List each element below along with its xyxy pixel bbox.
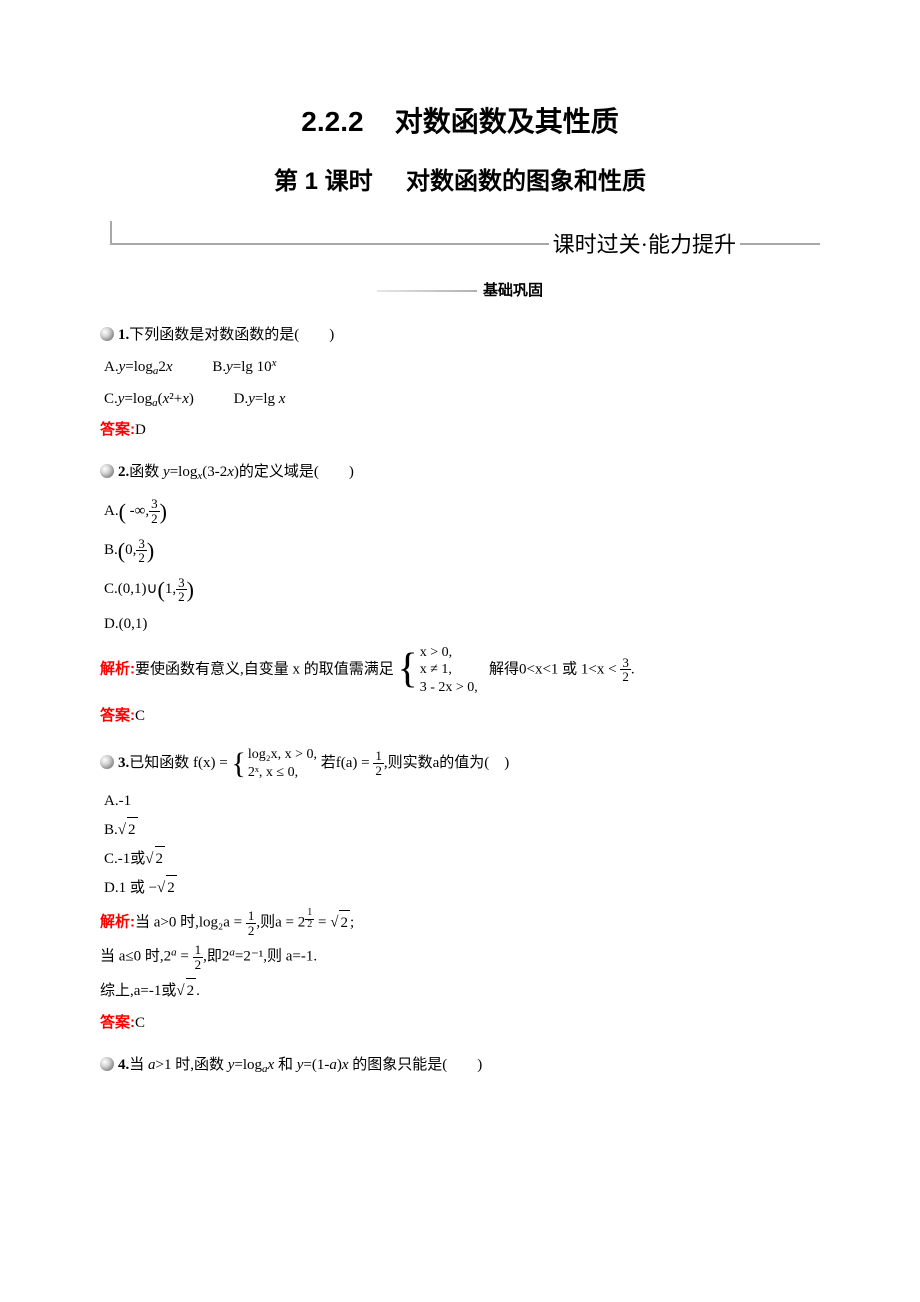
q4-stem: 4.当 a>1 时,函数 y=logax 和 y=(1-a)x 的图象只能是( …: [100, 1053, 820, 1079]
q1-option-a: A.y=loga2x: [104, 355, 173, 381]
q3-answer: 答案:C: [100, 1011, 820, 1035]
banner-corner: [110, 221, 112, 245]
q2-answer: 答案:C: [100, 704, 820, 728]
q1-options-row2: C.y=loga(x²+x) D.y=lg x: [104, 387, 820, 413]
bullet-icon: [100, 464, 114, 478]
bullet-icon: [100, 755, 114, 769]
q1-answer: 答案:D: [100, 418, 820, 442]
q3-number: 3.: [118, 755, 129, 771]
bullet-icon: [100, 1057, 114, 1071]
q2-number: 2.: [118, 464, 129, 480]
q3-option-d: D.1 或 −√2: [104, 875, 820, 900]
banner: 课时过关·能力提升: [100, 219, 820, 269]
q2-option-c: C.(0,1)∪(1,32): [104, 572, 820, 607]
subsection-header: 基础巩固: [100, 279, 820, 303]
bullet-icon: [100, 327, 114, 341]
question-4: 4.当 a>1 时,函数 y=logax 和 y=(1-a)x 的图象只能是( …: [100, 1053, 820, 1079]
q3-analysis-line1: 解析:当 a>0 时,log₂a = 12,则a = 212 = √2;: [100, 908, 820, 937]
section-number: 2.2.2: [301, 106, 363, 137]
q1-option-d: D.y=lg x: [234, 387, 286, 411]
question-3: 3.已知函数 f(x) = { log₂x, x > 0, 2ˣ, x ≤ 0,…: [100, 746, 820, 1035]
banner-text: 课时过关·能力提升: [549, 227, 740, 262]
q3-analysis: 解析:当 a>0 时,log₂a = 12,则a = 212 = √2; 当 a…: [100, 908, 820, 1003]
q3-option-a: A.-1: [104, 789, 820, 813]
q2-system: { x > 0, x ≠ 1, 3 - 2x > 0,: [398, 644, 478, 697]
analysis-label: 解析:: [100, 914, 135, 931]
q3-option-b: B.√2: [104, 817, 820, 842]
answer-label: 答案:: [100, 421, 135, 438]
q2-option-b: B.(0,32): [104, 533, 820, 568]
q2-option-a: A.( -∞,32): [104, 494, 820, 529]
q1-number: 1.: [118, 327, 129, 343]
q4-number: 4.: [118, 1057, 129, 1073]
q3-stem: 3.已知函数 f(x) = { log₂x, x > 0, 2ˣ, x ≤ 0,…: [100, 746, 820, 781]
q2-stem: 2.函数 y=logx(3-2x)的定义域是( ): [100, 460, 820, 486]
analysis-label: 解析:: [100, 660, 135, 677]
q3-analysis-line3: 综上,a=-1或√2.: [100, 978, 820, 1003]
question-1: 1.下列函数是对数函数的是( ) A.y=loga2x B.y=lg 10x C…: [100, 323, 820, 442]
answer-label: 答案:: [100, 1014, 135, 1031]
q1-option-b: B.y=lg 10x: [212, 355, 276, 379]
lesson-title: 第 1 课时 对数函数的图象和性质: [100, 163, 820, 201]
q1-stem: 1.下列函数是对数函数的是( ): [100, 323, 820, 347]
q2-option-d: D.(0,1): [104, 612, 820, 636]
question-2: 2.函数 y=logx(3-2x)的定义域是( ) A.( -∞,32) B.(…: [100, 460, 820, 728]
q3-option-c: C.-1或√2: [104, 846, 820, 871]
q3-analysis-line2: 当 a≤0 时,2a = 12,即2a=2⁻¹,则 a=-1.: [100, 943, 820, 971]
section-name: 对数函数及其性质: [395, 106, 619, 137]
q1-option-c: C.y=loga(x²+x): [104, 387, 194, 413]
q1-options-row1: A.y=loga2x B.y=lg 10x: [104, 355, 820, 381]
section-title: 2.2.2 对数函数及其性质: [100, 100, 820, 145]
q3-piecewise: { log₂x, x > 0, 2ˣ, x ≤ 0,: [231, 746, 317, 781]
answer-label: 答案:: [100, 707, 135, 724]
q2-analysis: 解析:要使函数有意义,自变量 x 的取值需满足 { x > 0, x ≠ 1, …: [100, 644, 820, 697]
